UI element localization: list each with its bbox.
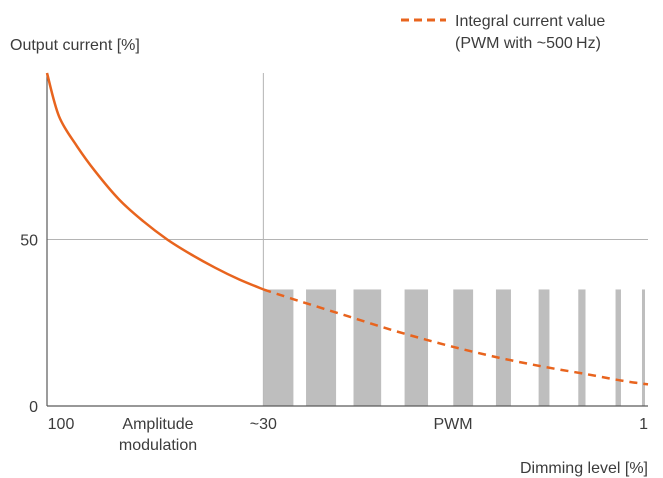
- region-label-pwm: PWM: [433, 416, 472, 433]
- pwm-bar-5: [453, 289, 474, 406]
- pwm-bar-3: [353, 289, 382, 406]
- x-axis-label: Dimming level [%]: [520, 460, 648, 477]
- curve-integral-pwm: [263, 288, 649, 386]
- x-tick-label-30: ~30: [250, 416, 277, 433]
- y-tick-label-50: 50: [20, 233, 38, 250]
- y-tick-label-0: 0: [29, 399, 38, 416]
- pwm-bar-9: [615, 289, 621, 406]
- x-tick-label-100: 100: [48, 416, 75, 433]
- pwm-bars: [263, 289, 645, 406]
- pwm-bar-8: [578, 289, 586, 406]
- region-label-amplitude-2: modulation: [119, 437, 197, 454]
- y-axis-label: Output current [%]: [10, 37, 140, 54]
- pwm-bar-6: [495, 289, 511, 406]
- curve-amplitude-modulation: [45, 72, 264, 291]
- x-tick-label-1: 1: [639, 416, 648, 433]
- pwm-bar-4: [404, 289, 429, 406]
- region-label-amplitude-1: Amplitude: [122, 416, 193, 433]
- legend-label-line2: (PWM with ~500 Hz): [455, 35, 601, 52]
- pwm-bar-10: [641, 289, 645, 406]
- pwm-bar-7: [538, 289, 550, 406]
- pwm-bar-1: [263, 289, 294, 406]
- legend-label-line1: Integral current value: [455, 13, 605, 30]
